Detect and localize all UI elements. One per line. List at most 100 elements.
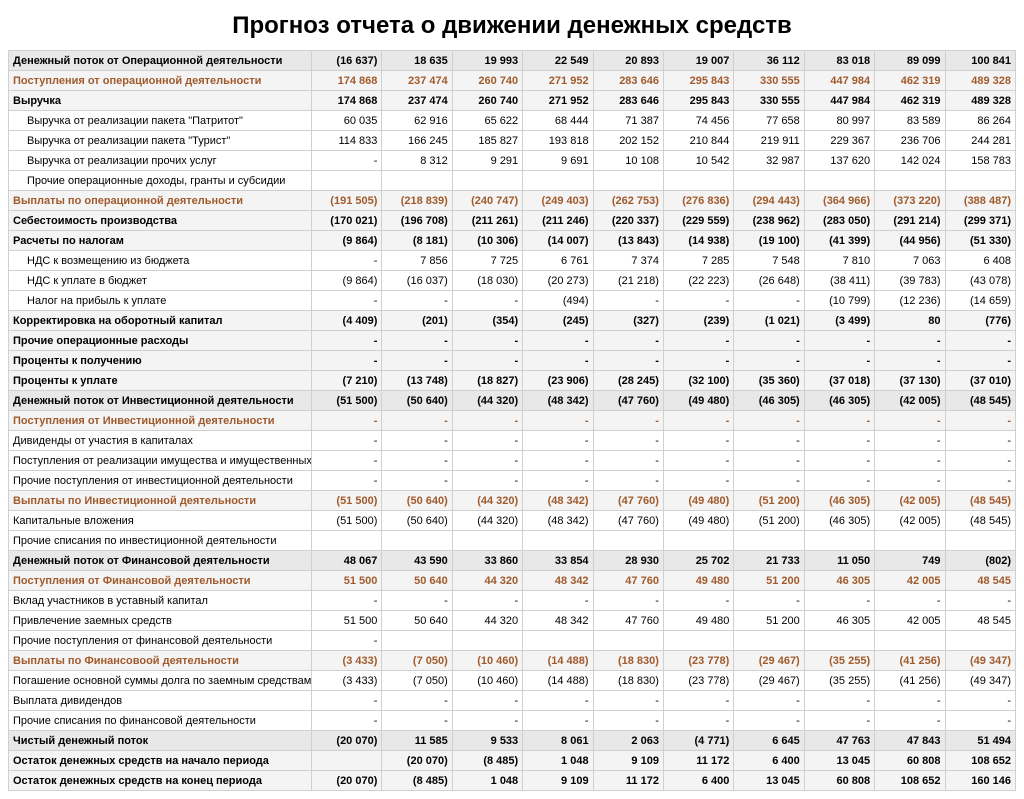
row-value: - [804, 331, 874, 351]
row-value: - [875, 351, 945, 371]
row-value: (29 467) [734, 651, 804, 671]
row-value: 71 387 [593, 111, 663, 131]
row-value [452, 171, 522, 191]
row-value: (18 827) [452, 371, 522, 391]
row-value: (18 830) [593, 651, 663, 671]
table-row: Денежный поток от Финансовой деятельност… [9, 551, 1016, 571]
row-value: 42 005 [875, 611, 945, 631]
row-value [523, 531, 593, 551]
row-value: (238 962) [734, 211, 804, 231]
row-value: - [523, 591, 593, 611]
row-value: 7 285 [663, 251, 733, 271]
row-value: (3 499) [804, 311, 874, 331]
row-value: 50 640 [382, 611, 452, 631]
table-row: Прочие операционные доходы, гранты и суб… [9, 171, 1016, 191]
row-value: - [382, 351, 452, 371]
row-value: 48 545 [945, 571, 1015, 591]
row-value: - [452, 291, 522, 311]
row-value: (245) [523, 311, 593, 331]
row-value: - [452, 591, 522, 611]
row-label: Остаток денежных средств на конец период… [9, 771, 312, 791]
row-value: 7 856 [382, 251, 452, 271]
row-value: (283 050) [804, 211, 874, 231]
row-value [734, 531, 804, 551]
row-label: НДС к возмещению из бюджета [9, 251, 312, 271]
row-value: (44 956) [875, 231, 945, 251]
row-value: - [382, 451, 452, 471]
row-value: (4 409) [312, 311, 382, 331]
row-value: 47 843 [875, 731, 945, 751]
row-value: - [452, 431, 522, 451]
row-value: 9 109 [593, 751, 663, 771]
row-value: (51 500) [312, 511, 382, 531]
row-value: - [382, 411, 452, 431]
row-value: - [734, 691, 804, 711]
row-value: (1 021) [734, 311, 804, 331]
row-value: 160 146 [945, 771, 1015, 791]
row-value: 9 533 [452, 731, 522, 751]
row-value: - [593, 451, 663, 471]
row-value: - [663, 291, 733, 311]
row-value: 185 827 [452, 131, 522, 151]
row-value: (49 347) [945, 671, 1015, 691]
row-value: (37 010) [945, 371, 1015, 391]
row-value: 749 [875, 551, 945, 571]
row-value: 10 108 [593, 151, 663, 171]
row-label: Поступления от Финансовой деятельности [9, 571, 312, 591]
row-value [734, 631, 804, 651]
row-value: (41 399) [804, 231, 874, 251]
row-value: 46 305 [804, 611, 874, 631]
row-value: 43 590 [382, 551, 452, 571]
row-value: - [945, 451, 1015, 471]
row-value: 6 408 [945, 251, 1015, 271]
row-value: - [523, 451, 593, 471]
row-value: - [804, 431, 874, 451]
row-value: - [875, 451, 945, 471]
cashflow-table: Денежный поток от Операционной деятельно… [8, 50, 1016, 791]
row-label: Вклад участников в уставный капитал [9, 591, 312, 611]
row-value: 51 200 [734, 571, 804, 591]
row-label: Прочие поступления от финансовой деятель… [9, 631, 312, 651]
row-label: Остаток денежных средств на начало перио… [9, 751, 312, 771]
row-value: (44 320) [452, 491, 522, 511]
row-value: 447 984 [804, 91, 874, 111]
row-label: Проценты к уплате [9, 371, 312, 391]
row-value: (201) [382, 311, 452, 331]
row-value: (494) [523, 291, 593, 311]
row-value: - [382, 431, 452, 451]
row-value [875, 531, 945, 551]
row-value: (211 246) [523, 211, 593, 231]
row-value: 2 063 [593, 731, 663, 751]
table-row: Привлечение заемных средств51 50050 6404… [9, 611, 1016, 631]
table-row: Денежный поток от Операционной деятельно… [9, 51, 1016, 71]
row-value: 51 200 [734, 611, 804, 631]
row-value: 11 172 [593, 771, 663, 791]
row-value: 6 761 [523, 251, 593, 271]
table-row: Остаток денежных средств на начало перио… [9, 751, 1016, 771]
row-value: (46 305) [804, 491, 874, 511]
row-value: (218 839) [382, 191, 452, 211]
row-value [804, 171, 874, 191]
row-value: (14 938) [663, 231, 733, 251]
row-value: 28 930 [593, 551, 663, 571]
row-value: 219 911 [734, 131, 804, 151]
row-label: Чистый денежный поток [9, 731, 312, 751]
row-value: 137 620 [804, 151, 874, 171]
table-row: Прочие списания по финансовой деятельнос… [9, 711, 1016, 731]
row-value: 6 400 [663, 771, 733, 791]
row-value: - [734, 471, 804, 491]
row-value: 49 480 [663, 611, 733, 631]
row-value: - [734, 331, 804, 351]
row-value: 330 555 [734, 71, 804, 91]
row-value: - [734, 451, 804, 471]
row-value: (18 030) [452, 271, 522, 291]
row-value: - [312, 711, 382, 731]
row-value: 114 833 [312, 131, 382, 151]
row-value: (50 640) [382, 511, 452, 531]
table-row: Погашение основной суммы долга по заемны… [9, 671, 1016, 691]
row-value: 295 843 [663, 71, 733, 91]
row-value: (4 771) [663, 731, 733, 751]
row-value: 7 810 [804, 251, 874, 271]
row-value: 10 542 [663, 151, 733, 171]
row-value: 77 658 [734, 111, 804, 131]
